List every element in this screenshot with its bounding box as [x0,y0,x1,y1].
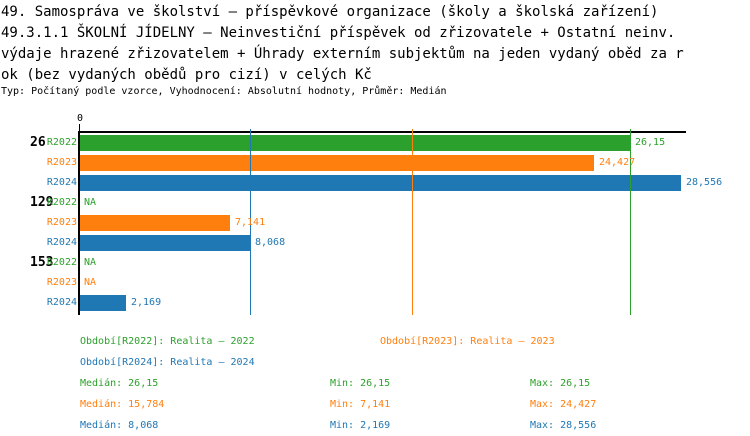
bar-R2024 [80,295,126,311]
report-title-line-2: 49.3.1.1 ŠKOLNÍ JÍDELNY – Neinvestiční p… [1,25,676,41]
x-axis-tick [79,124,80,131]
na-value-label: NA [84,197,97,208]
report-meta-line: Typ: Počítaný podle vzorce, Vyhodnocení:… [1,86,447,97]
bar-value-label: 26,15 [635,137,666,148]
legend-period-R2022: Období[R2022]: Realita – 2022 [80,336,255,347]
stat-median-R2024: Medián: 8,068 [80,420,159,431]
legend-period-R2024: Období[R2024]: Realita – 2024 [80,357,255,368]
stat-min-R2022: Min: 26,15 [330,378,391,389]
series-label-R2023: R2023 [46,277,77,288]
bar-value-label: 24,427 [599,157,636,168]
series-label-R2023: R2023 [46,157,77,168]
x-axis-line [78,131,686,133]
bar-value-label: 2,169 [131,297,162,308]
group-label-129: 129 [30,195,54,210]
stat-median-R2023: Medián: 15,784 [80,399,165,410]
report-title-line-3: výdaje hrazené zřizovatelem + Úhrady ext… [1,46,684,62]
stat-median-R2022: Medián: 26,15 [80,378,159,389]
bar-value-label: 7,141 [235,217,266,228]
stat-min-R2024: Min: 2,169 [330,420,391,431]
group-label-26: 26 [30,135,46,150]
na-value-label: NA [84,277,97,288]
bar-R2022 [80,135,630,151]
group-label-153: 153 [30,255,54,270]
bar-value-label: 8,068 [255,237,286,248]
series-label-R2024: R2024 [46,177,77,188]
na-value-label: NA [84,257,97,268]
stat-max-R2023: Max: 24,427 [530,399,597,410]
legend-period-R2023: Období[R2023]: Realita – 2023 [380,336,555,347]
report-title-line-4: ok (bez vydaných obědů pro cizí) v celýc… [1,67,372,83]
median-line-R2024 [250,129,251,315]
median-line-R2022 [630,129,631,315]
bar-R2023 [80,215,230,231]
series-label-R2024: R2024 [46,297,77,308]
stat-max-R2024: Max: 28,556 [530,420,597,431]
stat-max-R2022: Max: 26,15 [530,378,591,389]
series-label-R2022: R2022 [46,197,77,208]
y-axis-line [78,131,80,315]
x-axis-origin-label: 0 [76,113,84,124]
bar-R2024 [80,235,250,251]
series-label-R2022: R2022 [46,137,77,148]
report-title-line-1: 49. Samospráva ve školství – příspěvkové… [1,4,659,20]
median-line-R2023 [412,129,413,315]
bar-R2023 [80,155,594,171]
series-label-R2023: R2023 [46,217,77,228]
bar-R2024 [80,175,681,191]
series-label-R2024: R2024 [46,237,77,248]
bar-value-label: 28,556 [686,177,723,188]
series-label-R2022: R2022 [46,257,77,268]
stat-min-R2023: Min: 7,141 [330,399,391,410]
